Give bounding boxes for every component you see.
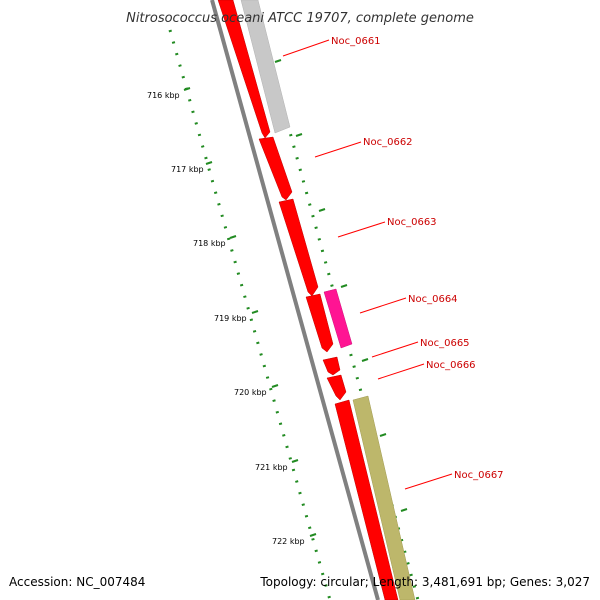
cds-noc-0661 (217, 0, 271, 139)
gene-label-noc-0667: Noc_0667 (404, 470, 504, 490)
scale-tick-label: 716 kbp (147, 91, 180, 100)
gene-label-noc-0662: Noc_0662 (314, 137, 413, 158)
scale-tick-label: 717 kbp (171, 165, 204, 174)
scale-tick: 718 kbp (193, 235, 237, 248)
svg-text:Noc_0665: Noc_0665 (420, 338, 470, 349)
cds-noc-0667 (334, 399, 399, 600)
scale-tick-label: 720 kbp (234, 388, 267, 397)
gene-label-noc-0661: Noc_0661 (282, 36, 381, 57)
accession-text: Accession: NC_007484 (9, 575, 146, 589)
svg-text:Noc_0663: Noc_0663 (387, 217, 437, 228)
scale-tick-label: 719 kbp (214, 314, 247, 323)
scale-tick: 721 kbp (255, 459, 299, 472)
cds-noc-0663 (278, 198, 319, 297)
scale-tick-label: 718 kbp (193, 239, 226, 248)
scale-tick: 716 kbp (147, 87, 191, 100)
outer-tick-ring (168, 29, 332, 600)
scale-tick-label: 721 kbp (255, 463, 288, 472)
topology-text: Topology: circular; Length: 3,481,691 bp… (260, 575, 590, 589)
scale-tick-label: 722 kbp (272, 537, 305, 546)
cds-noc-0665 (322, 356, 341, 376)
gene-band-grey (240, 0, 291, 134)
gene-band-khaki (352, 395, 416, 600)
gene-labels: Noc_0661 Noc_0662 Noc_0663 Noc_0664 Noc_… (282, 36, 504, 490)
svg-text:Noc_0664: Noc_0664 (408, 294, 458, 305)
scale-tick: 717 kbp (171, 161, 213, 174)
gene-label-noc-0666: Noc_0666 (377, 360, 476, 380)
svg-text:Noc_0661: Noc_0661 (331, 36, 381, 47)
svg-text:Noc_0662: Noc_0662 (363, 137, 413, 148)
map-title: Nitrosococcus oceani ATCC 19707, complet… (126, 11, 474, 26)
inner-ring-ticks (274, 59, 408, 512)
gene-label-noc-0664: Noc_0664 (359, 294, 458, 314)
cds-noc-0666 (326, 374, 347, 401)
svg-text:Noc_0666: Noc_0666 (426, 360, 476, 371)
genome-backbone (210, 0, 380, 600)
scale-tick: 722 kbp (272, 533, 317, 546)
gene-band-pink (323, 288, 353, 349)
gene-label-noc-0663: Noc_0663 (337, 217, 437, 238)
cds-noc-0662 (258, 136, 293, 201)
svg-text:Noc_0667: Noc_0667 (454, 470, 504, 481)
gene-label-noc-0665: Noc_0665 (371, 338, 470, 358)
cds-noc-0664 (305, 293, 334, 353)
scale-tick: 719 kbp (214, 310, 259, 323)
scale-tick: 720 kbp (234, 384, 279, 397)
scale-ticks: 716 kbp 717 kbp 718 kbp 719 kbp 720 kbp … (147, 87, 317, 546)
